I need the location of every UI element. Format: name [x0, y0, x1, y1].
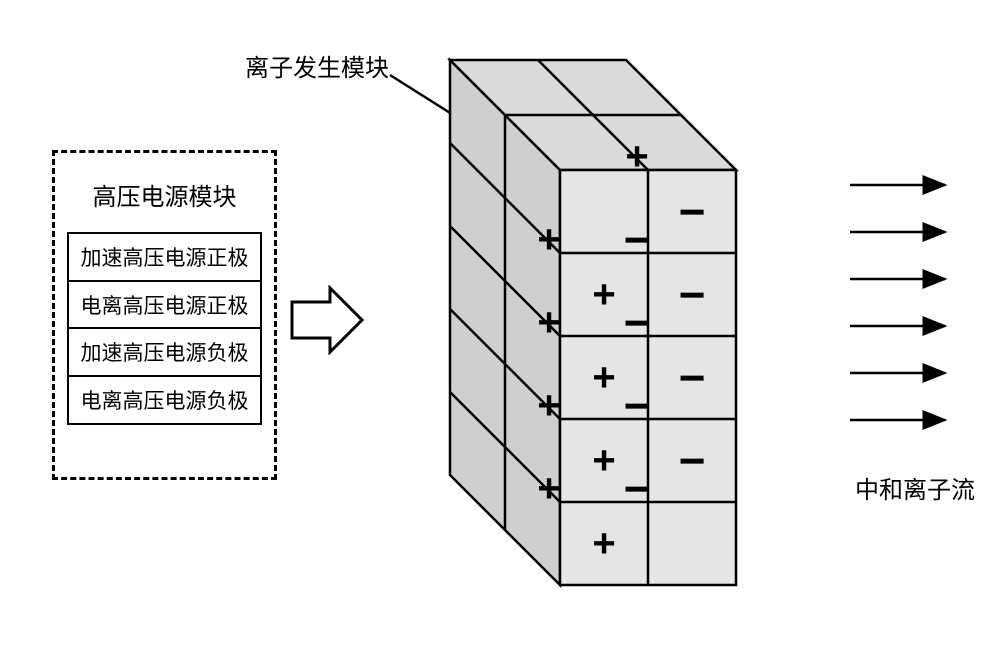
right-label: 中和离子流 [855, 470, 975, 505]
flow-arrows [20, 20, 1000, 626]
diagram-canvas: 离子发生模块 高压电源模块 加速高压电源正极 电离高压电源正极 加速高压电源负极… [20, 20, 1000, 626]
